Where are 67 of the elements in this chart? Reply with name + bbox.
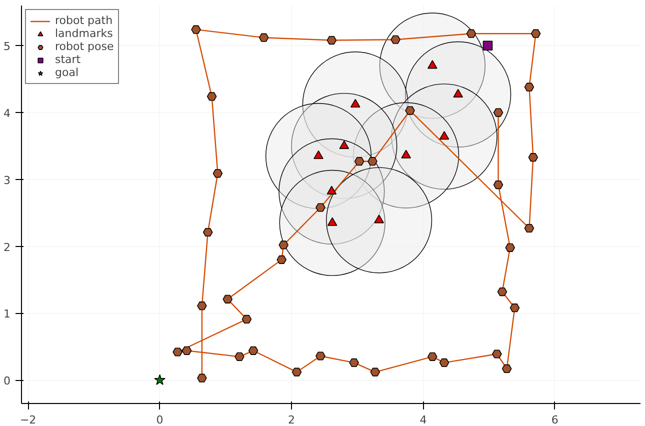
point [502, 364, 512, 374]
x-tick-label: −2 [20, 414, 36, 426]
point [439, 358, 450, 367]
point [197, 374, 207, 382]
y-tick-label: 1 [4, 308, 10, 321]
point [453, 88, 463, 98]
legend-label: robot path [55, 14, 113, 27]
point [202, 228, 213, 237]
point [242, 314, 252, 324]
point [326, 36, 337, 45]
point [482, 40, 493, 51]
x-tick-label: 4 [420, 414, 427, 426]
legend-label: start [55, 53, 81, 66]
point [258, 33, 269, 42]
point [370, 368, 380, 376]
y-tick-label: 3 [4, 174, 10, 187]
x-tick-label: 6 [551, 414, 558, 426]
point [497, 287, 508, 296]
point [428, 60, 438, 69]
point [212, 169, 223, 178]
point [524, 224, 534, 233]
y-tick-label: 5 [4, 40, 10, 54]
point [276, 255, 287, 264]
legend-label: robot pose [55, 40, 114, 53]
point [278, 240, 288, 250]
point [172, 348, 182, 356]
x-tick-label: 0 [156, 414, 164, 426]
point [314, 150, 324, 159]
point [368, 157, 378, 166]
point [327, 217, 338, 226]
point [466, 29, 476, 38]
point [222, 294, 233, 304]
y-tick-label: 0 [4, 374, 10, 388]
point [493, 180, 504, 190]
point [154, 374, 166, 385]
point [390, 35, 400, 44]
point [248, 346, 258, 355]
point [326, 186, 337, 194]
point [234, 352, 244, 361]
point [505, 243, 516, 252]
point [316, 352, 326, 360]
point [405, 106, 415, 115]
point [292, 368, 302, 376]
point [350, 98, 360, 108]
point [349, 358, 359, 367]
point [182, 346, 192, 355]
point [428, 352, 438, 361]
point [528, 153, 538, 162]
point [492, 350, 502, 358]
x-tick-label: 2 [288, 414, 295, 426]
point [439, 131, 450, 140]
y-tick-label: 2 [4, 240, 10, 254]
point [197, 302, 207, 310]
point [191, 25, 201, 34]
point [510, 304, 520, 312]
point [524, 82, 534, 92]
point [374, 214, 384, 224]
point [206, 92, 217, 101]
legend-label: landmarks [55, 27, 113, 40]
y-tick-label: 4 [4, 107, 10, 120]
point [530, 29, 541, 38]
point [354, 157, 364, 166]
point [316, 203, 326, 212]
legend-label: goal [55, 66, 79, 79]
point [493, 108, 504, 117]
point [339, 140, 350, 149]
point [401, 150, 411, 158]
